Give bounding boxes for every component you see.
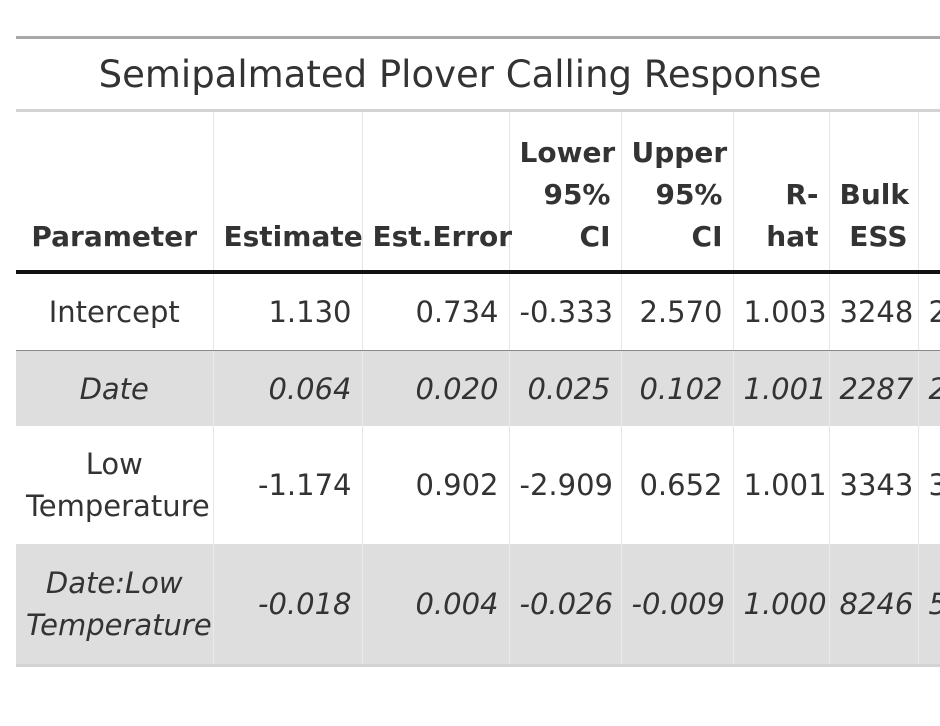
cell-rhat: 1.003 — [732, 272, 829, 351]
table-row: Low Temperature -1.174 0.902 -2.909 0.652… — [16, 426, 940, 544]
cell-next-col: 2 — [917, 350, 940, 426]
header-upper-ci: Upper 95% CI — [620, 110, 733, 274]
header-est-error: Est.Error — [361, 110, 512, 274]
cell-rhat: 1.000 — [732, 544, 829, 667]
results-table: Semipalmated Plover Calling Response Par… — [16, 36, 940, 667]
cell-est-error: 0.734 — [361, 272, 509, 351]
cell-lower-ci: 0.025 — [508, 350, 621, 426]
cell-bulk-ess: 8246 — [828, 544, 918, 667]
cell-est-error: 0.902 — [361, 426, 509, 544]
cell-next-col: 5 — [917, 544, 940, 667]
cell-parameter: Low Temperature — [26, 447, 210, 523]
cell-parameter: Intercept — [16, 272, 213, 351]
header-estimate: Estimate — [212, 110, 363, 274]
header-lower-ci: Lower 95% CI — [508, 110, 621, 274]
cell-parameter: Date — [16, 350, 213, 426]
cell-upper-ci: -0.009 — [620, 544, 733, 667]
header-bulk-ess: Bulk ESS — [828, 110, 918, 274]
cell-upper-ci: 0.652 — [620, 426, 733, 544]
cell-estimate: -1.174 — [212, 426, 362, 544]
cell-rhat: 1.001 — [732, 350, 829, 426]
cell-next-col: 2 — [917, 272, 940, 351]
cell-upper-ci: 0.102 — [620, 350, 733, 426]
cell-est-error: 0.004 — [361, 544, 509, 667]
cell-est-error: 0.020 — [361, 350, 509, 426]
table-row: Intercept 1.130 0.734 -0.333 2.570 1.003… — [16, 272, 940, 351]
cell-upper-ci: 2.570 — [620, 272, 733, 351]
table-row: Date 0.064 0.020 0.025 0.102 1.001 2287 … — [16, 350, 940, 426]
cell-rhat: 1.001 — [732, 426, 829, 544]
cell-bulk-ess: 3343 — [828, 426, 918, 544]
header-next-col — [917, 110, 940, 274]
cell-estimate: -0.018 — [212, 544, 362, 667]
table-row: Date:Low Temperature -0.018 0.004 -0.026 … — [16, 544, 940, 667]
cell-lower-ci: -0.026 — [508, 544, 621, 667]
cell-bulk-ess: 2287 — [828, 350, 918, 426]
header-rhat: R-hat — [732, 110, 829, 274]
cell-parameter: Date:Low Temperature — [16, 544, 213, 667]
cell-lower-ci: -2.909 — [508, 426, 621, 544]
cell-lower-ci: -0.333 — [508, 272, 621, 351]
cell-estimate: 1.130 — [212, 272, 362, 351]
cell-estimate: 0.064 — [212, 350, 362, 426]
cell-next-col: 3 — [917, 426, 940, 544]
results-table-container: Semipalmated Plover Calling Response Par… — [16, 36, 940, 667]
table-title: Semipalmated Plover Calling Response — [16, 36, 940, 112]
cell-bulk-ess: 3248 — [828, 272, 918, 351]
header-parameter: Parameter — [16, 110, 213, 274]
